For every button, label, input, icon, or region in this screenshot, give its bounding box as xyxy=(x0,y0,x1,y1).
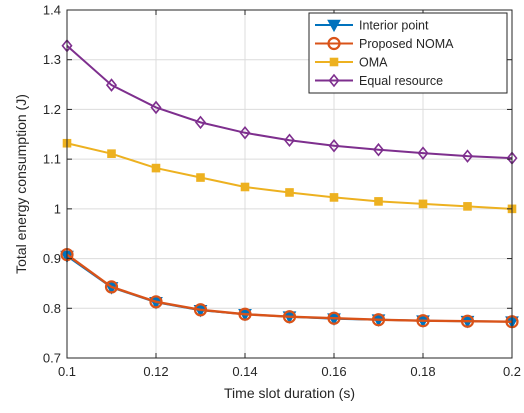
legend-item: Interior point xyxy=(315,19,429,33)
legend-label: Equal resource xyxy=(359,74,443,88)
legend-item: Proposed NOMA xyxy=(315,36,454,51)
y-tick-label: 1.4 xyxy=(43,3,61,18)
data-point xyxy=(327,311,341,325)
data-point xyxy=(239,126,251,140)
data-point xyxy=(460,314,475,328)
data-point xyxy=(150,100,162,115)
data-point xyxy=(105,78,118,92)
legend-item: OMA xyxy=(315,56,388,70)
data-point xyxy=(285,188,294,197)
data-point xyxy=(104,280,119,294)
legend-item: Equal resource xyxy=(315,73,443,88)
axis-ticks: 0.1 0.12 0.14 0.16 0.18 0.2 0.7 0.8 0.9 1 1.1 1.2 1.… xyxy=(43,3,521,380)
data-point xyxy=(238,307,252,321)
data-point xyxy=(417,146,429,160)
legend: Interior point Proposed NOMA OMA Equal reso… xyxy=(308,12,508,94)
series-proposed-noma xyxy=(60,247,519,329)
data-point xyxy=(193,303,208,317)
data-point xyxy=(282,310,297,324)
legend-label: OMA xyxy=(359,56,388,70)
data-point xyxy=(329,193,339,202)
data-point xyxy=(196,173,205,182)
data-point xyxy=(328,138,340,153)
data-point xyxy=(149,295,163,309)
data-point xyxy=(283,133,296,148)
data-point xyxy=(240,182,250,192)
data-point xyxy=(418,199,428,209)
x-tick-label: 0.2 xyxy=(503,364,521,379)
x-tick-label: 0.18 xyxy=(410,364,435,379)
y-tick-label: 1 xyxy=(54,201,61,216)
x-tick-label: 0.12 xyxy=(143,364,168,379)
y-tick-label: 0.8 xyxy=(43,301,61,316)
data-point xyxy=(372,142,385,157)
data-point xyxy=(194,115,207,130)
x-tick-label: 0.1 xyxy=(58,364,76,379)
y-tick-label: 0.7 xyxy=(43,351,61,366)
x-tick-label: 0.16 xyxy=(321,364,346,379)
data-point xyxy=(151,163,161,173)
x-axis-label: Time slot duration (s) xyxy=(224,385,355,401)
y-tick-label: 1.1 xyxy=(43,152,61,167)
y-tick-label: 1.2 xyxy=(43,102,61,117)
legend-marker xyxy=(327,19,341,33)
legend-label: Interior point xyxy=(359,19,429,33)
legend-marker xyxy=(328,73,340,88)
data-point xyxy=(416,314,430,328)
data-point xyxy=(463,202,472,211)
y-tick-label: 1.3 xyxy=(43,52,61,67)
data-point xyxy=(374,197,383,206)
legend-label: Proposed NOMA xyxy=(359,37,454,51)
legend-marker xyxy=(329,57,339,67)
data-point xyxy=(461,149,474,163)
y-axis-label: Total energy consumption (J) xyxy=(13,94,29,274)
series-equal-resource xyxy=(61,39,518,165)
legend-marker xyxy=(327,36,341,51)
series-line xyxy=(66,45,513,160)
data-point xyxy=(107,149,116,158)
x-tick-label: 0.14 xyxy=(232,364,257,379)
plot-frame xyxy=(66,9,513,359)
series-line xyxy=(66,253,513,323)
data-point xyxy=(371,313,386,327)
y-tick-label: 0.9 xyxy=(43,251,61,266)
